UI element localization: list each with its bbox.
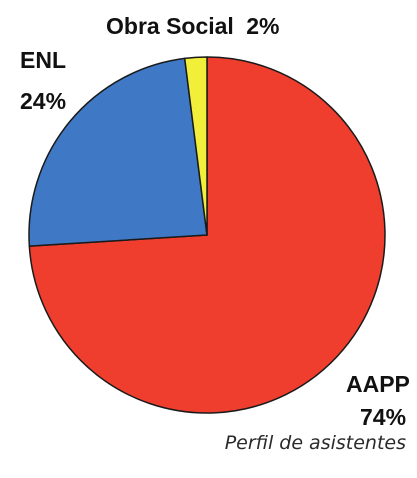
pie-slice-enl xyxy=(28,57,208,247)
slice-label-aapp-name: AAPP xyxy=(346,371,410,397)
pie-slice-obra-social xyxy=(183,56,208,236)
slice-label-obra-social: Obra Social 2% xyxy=(106,13,279,39)
chart-caption: Perfil de asistentes xyxy=(224,432,406,454)
svg-text:Obra Social 2%: Obra Social 2% xyxy=(106,13,279,39)
slice-label-enl-pct: 24% xyxy=(20,88,66,114)
slice-label-aapp: AAPP 74% xyxy=(346,371,410,430)
slice-label-enl: ENL 24% xyxy=(20,47,66,114)
slice-label-enl-name: ENL xyxy=(20,47,66,73)
slice-label-aapp-pct: 74% xyxy=(360,404,406,430)
slice-label-obra-social-pct: 2% xyxy=(246,13,279,39)
slice-label-obra-social-name: Obra Social xyxy=(106,13,234,39)
pie-slices xyxy=(28,56,386,414)
